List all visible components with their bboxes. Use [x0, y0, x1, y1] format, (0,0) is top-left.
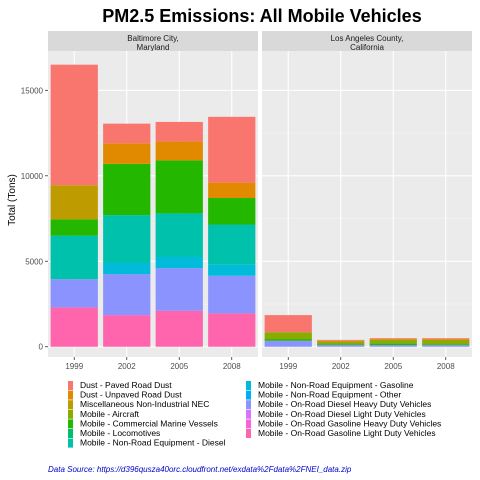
- legend-label: Mobile - On-Road Diesel Heavy Duty Vehic…: [258, 399, 431, 409]
- legend-label: Mobile - On-Road Gasoline Heavy Duty Veh…: [258, 418, 441, 428]
- legend-swatch: [246, 429, 251, 438]
- legend-label: Dust - Paved Road Dust: [80, 380, 172, 390]
- legend-swatch: [246, 390, 251, 400]
- facet-strip-label: Baltimore City,: [127, 34, 178, 43]
- bar-segment: [50, 235, 98, 280]
- y-axis: 0 5000 10000 15000: [21, 86, 48, 352]
- x-tick-label: 2002: [332, 362, 350, 371]
- bar-segment: [155, 160, 203, 214]
- legend-swatch: [246, 381, 251, 390]
- bar-segment: [208, 313, 256, 347]
- bar-segment: [369, 339, 417, 340]
- legend-label: Mobile - On-Road Gasoline Light Duty Veh…: [258, 428, 436, 438]
- legend-swatch: [246, 409, 251, 419]
- x-tick-label: 1999: [65, 362, 83, 371]
- legend-label: Mobile - On-Road Diesel Light Duty Vehic…: [258, 409, 426, 419]
- legend-label: Mobile - Commercial Marine Vessels: [80, 418, 218, 428]
- bar-segment: [50, 307, 98, 347]
- bar-segment: [155, 268, 203, 311]
- x-tick-label: 2002: [118, 362, 136, 371]
- bar-segment: [369, 338, 417, 340]
- y-tick-label: 10000: [21, 172, 44, 181]
- facet-strip-label: California: [350, 43, 384, 52]
- bar-segment: [369, 339, 417, 344]
- panel-background: [262, 51, 472, 357]
- bar-segment: [103, 315, 151, 347]
- bar-segment: [422, 339, 470, 340]
- legend-swatch: [68, 381, 73, 390]
- bar-segment: [317, 339, 365, 341]
- x-tick-label: 2005: [170, 362, 188, 371]
- bar-segment: [208, 182, 256, 199]
- bar-segment: [103, 262, 151, 275]
- bar-segment: [208, 224, 256, 265]
- bar-segment: [264, 339, 312, 341]
- legend-swatch: [246, 419, 251, 429]
- bar-segment: [317, 344, 365, 346]
- legend-label: Miscellaneous Non-Industrial NEC: [80, 399, 209, 409]
- legend-label: Mobile - Locomotives: [80, 428, 160, 438]
- legend-label: Mobile - Non-Road Equipment - Other: [258, 390, 401, 400]
- legend-label: Mobile - Non-Road Equipment - Diesel: [80, 438, 226, 448]
- y-tick-label: 15000: [21, 86, 44, 95]
- bar-segment: [50, 219, 98, 236]
- legend-swatch: [68, 438, 73, 448]
- legend-swatch: [68, 390, 73, 400]
- bar-segment: [264, 315, 312, 333]
- bar-segment: [369, 345, 417, 347]
- legend-label: Mobile - Aircraft: [80, 409, 140, 419]
- legend-label: Dust - Unpaved Road Dust: [80, 390, 182, 400]
- bar-segment: [422, 345, 470, 347]
- bar-segment: [155, 310, 203, 347]
- y-tick-label: 0: [39, 343, 44, 352]
- bar-segment: [103, 163, 151, 216]
- bar-segment: [369, 343, 417, 346]
- bar-segment: [155, 213, 203, 257]
- bar-segment: [155, 121, 203, 142]
- bar-segment: [103, 123, 151, 144]
- x-tick-label: 1999: [279, 362, 297, 371]
- facet-panel: Baltimore City,Maryland 1999 2002 2005 2008: [48, 31, 258, 371]
- bar-segment: [50, 279, 98, 308]
- legend-swatch: [68, 419, 73, 429]
- legend-label: Mobile - Non-Road Equipment - Gasoline: [258, 380, 414, 390]
- x-tick-label: 2008: [437, 362, 455, 371]
- bar-segment: [422, 344, 470, 346]
- x-tick-label: 2005: [384, 362, 402, 371]
- legend-swatch: [68, 400, 73, 410]
- bar-segment: [50, 185, 98, 220]
- facet-panel: Los Angeles County,California 1999 2002 200…: [262, 31, 472, 371]
- bar-segment: [317, 340, 365, 342]
- facet-strip-label: Los Angeles County,: [331, 34, 404, 43]
- bar-segment: [50, 64, 98, 186]
- bar-segment: [103, 143, 151, 164]
- chart-title: PM2.5 Emissions: All Mobile Vehicles: [102, 6, 421, 26]
- facet-strip-label: Maryland: [137, 43, 170, 52]
- bar-segment: [264, 332, 312, 340]
- bar-segment: [264, 340, 312, 347]
- x-tick-label: 2008: [223, 362, 241, 371]
- bar-segment: [317, 341, 365, 345]
- bar-segment: [103, 215, 151, 263]
- bar-segment: [208, 198, 256, 225]
- bar-segment: [422, 339, 470, 345]
- legend-swatch: [68, 409, 73, 419]
- y-tick-label: 5000: [25, 257, 43, 266]
- bar-segment: [155, 256, 203, 269]
- bar-segment: [208, 264, 256, 276]
- legend-swatch: [68, 429, 73, 438]
- caption: Data Source: https://d396qusza40orc.clou…: [48, 465, 352, 474]
- legend-swatch: [246, 400, 251, 410]
- bar-segment: [208, 275, 256, 314]
- bar-segment: [317, 345, 365, 347]
- y-axis-title: Total (Tons): [7, 174, 18, 226]
- bar-segment: [155, 141, 203, 161]
- bar-segment: [103, 274, 151, 316]
- bar-segment: [208, 116, 256, 183]
- bar-segment: [422, 338, 470, 340]
